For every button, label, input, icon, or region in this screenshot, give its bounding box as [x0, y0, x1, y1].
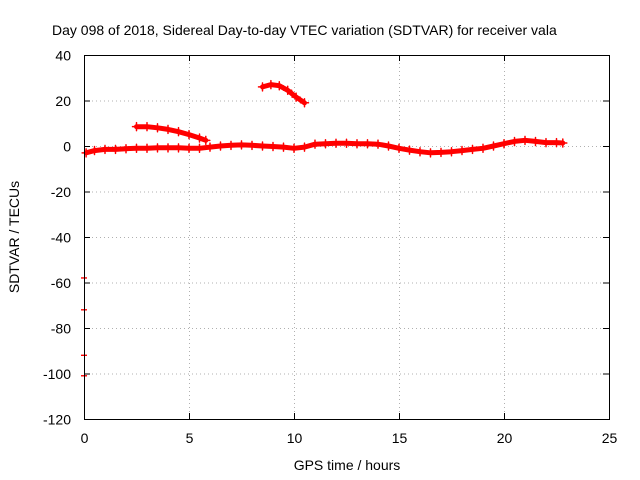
- x-tick-label: 5: [186, 430, 194, 446]
- data-point: [121, 143, 131, 154]
- x-tick-label: 0: [81, 430, 89, 446]
- data-point: [163, 124, 173, 135]
- y-tick-label: 40: [55, 48, 71, 64]
- data-point: [457, 145, 467, 156]
- data-point: [530, 136, 541, 147]
- data-point: [320, 138, 331, 149]
- y-tick-label: -40: [51, 230, 71, 246]
- data-point: [163, 143, 173, 153]
- x-tick-label: 20: [497, 430, 513, 446]
- data-point: [194, 133, 205, 143]
- y-tick-label: -80: [51, 321, 71, 337]
- data-point: [100, 144, 110, 155]
- data-point: [520, 135, 530, 146]
- x-axis: 0 5 10 15 20 25: [81, 55, 618, 446]
- y-tick-label: 0: [63, 139, 71, 155]
- data-point: [142, 121, 152, 132]
- data-point: [282, 85, 293, 96]
- data-point: [266, 79, 276, 90]
- data-point: [299, 98, 310, 108]
- data-series: [81, 79, 568, 377]
- data-point: [509, 136, 520, 147]
- data-point: [215, 141, 226, 151]
- x-tick-label: 10: [287, 430, 303, 446]
- data-point: [184, 129, 194, 140]
- data-point: [142, 143, 152, 154]
- data-point: [436, 147, 446, 158]
- data-point: [257, 141, 268, 151]
- data-point: [257, 82, 268, 92]
- data-point: [541, 137, 551, 148]
- data-point: [373, 139, 383, 149]
- data-point: [425, 148, 436, 158]
- x-tick-label: 25: [602, 430, 618, 446]
- data-point: [310, 139, 320, 149]
- data-point: [247, 140, 257, 151]
- plot-frame: [84, 55, 610, 420]
- data-point: [362, 138, 373, 149]
- series-baseline: [81, 135, 568, 158]
- data-point: [268, 141, 278, 152]
- data-point: [194, 143, 205, 154]
- data-point: [184, 143, 194, 154]
- y-tick-label: -20: [51, 184, 71, 200]
- data-point: [446, 146, 457, 157]
- series-arc-2: [257, 79, 310, 108]
- data-point: [131, 143, 142, 154]
- data-point: [291, 92, 301, 102]
- data-point: [415, 146, 425, 157]
- data-point: [383, 141, 394, 151]
- data-point: [274, 80, 285, 91]
- data-point: [131, 121, 142, 132]
- data-point: [81, 148, 91, 158]
- data-point: [299, 142, 310, 152]
- data-point: [201, 135, 211, 146]
- data-point: [89, 145, 100, 156]
- grid-lines: [84, 55, 609, 419]
- x-tick-label: 15: [392, 430, 408, 446]
- y-axis-label: SDTVAR / TECUs: [6, 181, 22, 293]
- data-point: [558, 138, 568, 148]
- y-tick-label: -100: [43, 366, 71, 382]
- series-arc-1: [131, 121, 211, 146]
- data-point: [499, 138, 509, 149]
- y-axis: -120 -100 -80 -60 -40 -20 0 20 40: [43, 48, 609, 428]
- chart-title: Day 098 of 2018, Sidereal Day-to-day VTE…: [52, 22, 557, 38]
- data-point: [110, 144, 121, 155]
- data-point: [467, 144, 478, 155]
- y-tick-label: -60: [51, 275, 71, 291]
- data-point: [488, 141, 499, 151]
- data-point: [404, 145, 415, 155]
- data-point: [236, 140, 247, 150]
- data-point: [173, 143, 184, 153]
- data-point: [289, 143, 299, 154]
- y-tick-label: -120: [43, 412, 71, 428]
- data-point: [341, 138, 352, 149]
- data-point: [152, 143, 163, 153]
- data-point: [394, 143, 404, 154]
- data-point: [352, 138, 362, 149]
- data-point: [478, 143, 488, 154]
- data-point: [205, 142, 215, 152]
- series-line: [260, 82, 307, 106]
- data-point: [173, 126, 184, 137]
- y-tick-label: 20: [55, 93, 71, 109]
- data-point: [278, 142, 289, 152]
- data-point: [226, 140, 236, 151]
- data-point: [331, 138, 341, 149]
- x-axis-label: GPS time / hours: [294, 457, 401, 473]
- data-point: [152, 123, 163, 133]
